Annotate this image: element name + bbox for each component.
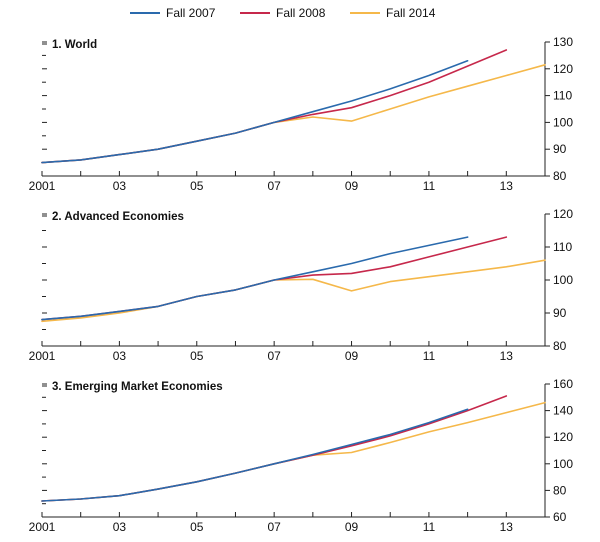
panel-1-line-fall-2014 — [41, 64, 546, 164]
panel-3-y-tick-label: 60 — [553, 510, 567, 524]
panel-3-line-fall-2008 — [41, 395, 508, 502]
panel-3-y-tick-label: 160 — [553, 377, 573, 391]
panel-1-x-tick-label: 07 — [267, 179, 281, 193]
panel-3-x-tick-label: 13 — [500, 520, 514, 534]
legend-item-fall-2008: Fall 2008 — [240, 4, 325, 22]
panel-1-x-tick-label: 2001 — [29, 179, 56, 193]
panel-3-x-tick-label: 03 — [113, 520, 127, 534]
panel-2-x-tick-label: 03 — [113, 349, 127, 363]
panel-3-y-tick-label: 80 — [553, 483, 567, 497]
panel-3-x-tick-label: 11 — [423, 520, 436, 534]
panel-2-y-tick-label: 100 — [553, 273, 573, 287]
legend-swatch-fall-2007 — [130, 12, 160, 14]
legend-item-fall-2014: Fall 2014 — [350, 4, 435, 22]
panel-1-line-fall-2007 — [41, 59, 469, 164]
panel-2-x-tick-label: 05 — [190, 349, 204, 363]
legend-swatch-fall-2014 — [350, 12, 380, 14]
panel-1-y-tick-label: 100 — [553, 115, 573, 129]
panel-1-title: 1. World — [52, 39, 97, 51]
panel-2-y-tick-label: 110 — [553, 240, 572, 254]
panel-3-x-tick-label: 09 — [345, 520, 359, 534]
panel-3-line-fall-2007 — [41, 408, 469, 502]
panel-1-line-fall-2008 — [41, 49, 508, 164]
panel-3-line-fall-2014 — [41, 401, 546, 502]
panel-2-line-fall-2007 — [41, 236, 469, 321]
panel-3-title: 3. Emerging Market Economies — [52, 381, 223, 393]
panel-1-y-tick-label: 80 — [553, 169, 567, 183]
panel-3-x-tick-label: 2001 — [29, 520, 56, 534]
panel-1-x-tick-label: 05 — [190, 179, 204, 193]
panel-1-y-tick-label: 130 — [553, 35, 573, 49]
panel-1-x-tick-label: 09 — [345, 179, 359, 193]
panel-2-y-tick-label: 90 — [553, 306, 567, 320]
legend-swatch-fall-2008 — [240, 12, 270, 14]
panel-3-y-tick-label: 120 — [553, 430, 573, 444]
panel-2-title: 2. Advanced Economies — [52, 211, 184, 223]
panel-1-x-tick-label: 13 — [500, 179, 514, 193]
panel-2-y-tick-label: 80 — [553, 339, 567, 353]
panel-2-x-tick-label: 13 — [500, 349, 514, 363]
panel-1-y-tick-label: 120 — [553, 62, 573, 76]
legend-item-fall-2007: Fall 2007 — [130, 4, 215, 22]
legend-label-fall-2008: Fall 2008 — [276, 6, 326, 20]
panel-3-y-tick-label: 140 — [553, 404, 573, 418]
legend-label-fall-2007: Fall 2007 — [166, 6, 216, 20]
panel-3-x-tick-label: 07 — [267, 520, 281, 534]
panel-2-x-tick-label: 11 — [423, 349, 436, 363]
legend-label-fall-2014: Fall 2014 — [386, 6, 436, 20]
panel-1-y-tick-label: 110 — [553, 89, 572, 103]
panel-1-x-tick-label: 03 — [113, 179, 127, 193]
panel-2-x-tick-label: 2001 — [29, 349, 56, 363]
panel-2-x-tick-label: 07 — [267, 349, 281, 363]
panel-2-x-tick-label: 09 — [345, 349, 359, 363]
panel-2-line-fall-2008 — [41, 236, 508, 321]
panel-1-x-tick-label: 11 — [423, 179, 436, 193]
panel-3-x-tick-label: 05 — [190, 520, 204, 534]
panel-2-y-tick-label: 120 — [553, 207, 573, 221]
panel-1-y-tick-label: 90 — [553, 142, 567, 156]
panel-2-line-fall-2014 — [41, 259, 546, 323]
panel-3-y-tick-label: 100 — [553, 457, 573, 471]
chart-legend: Fall 2007 Fall 2008 Fall 2014 — [0, 4, 600, 22]
